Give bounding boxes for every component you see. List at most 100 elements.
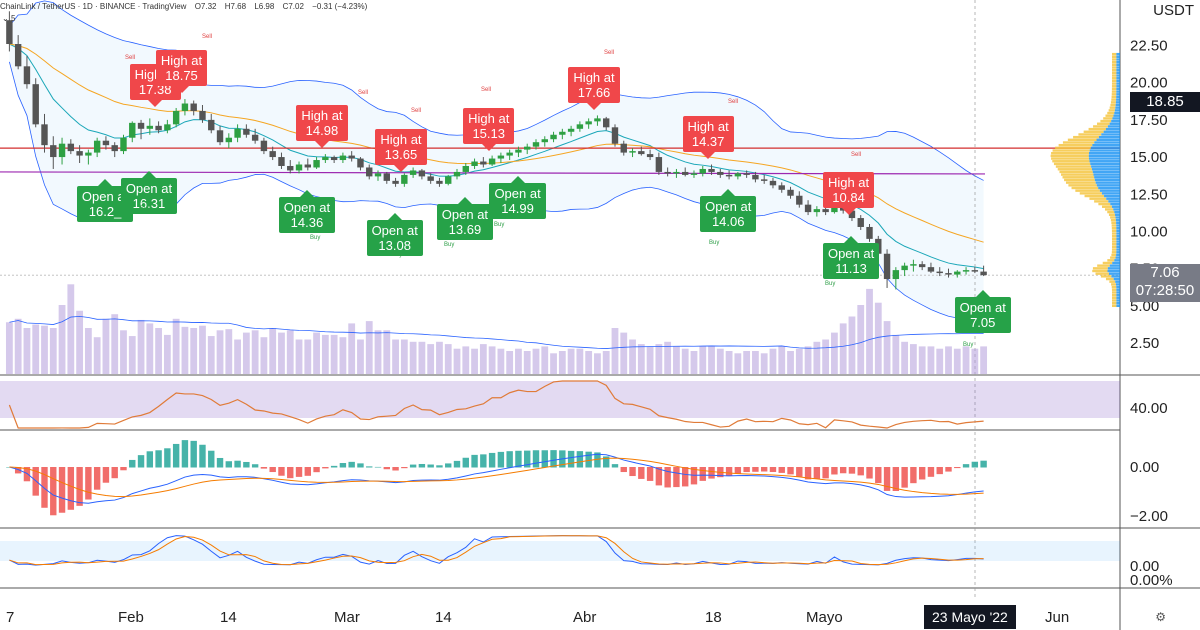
candle-body [734, 173, 742, 177]
volume-bar [409, 341, 417, 374]
macd-histogram-bar [295, 467, 303, 477]
volume-profile-bar [1116, 85, 1120, 88]
macd-histogram-bar [164, 448, 171, 468]
volume-profile-bar [1096, 184, 1120, 187]
volume-bar [690, 351, 698, 374]
volume-bar [883, 321, 891, 374]
candle-body [655, 157, 663, 172]
volume-profile-bar [1111, 63, 1117, 67]
indicator-count-badge[interactable]: ⌄ 5 [2, 14, 16, 23]
volume-profile-bar [1092, 143, 1120, 147]
candle-body [646, 154, 654, 158]
volume-profile-bar [1097, 264, 1110, 267]
macd-histogram-bar [708, 467, 715, 479]
macd-histogram-bar [875, 467, 882, 484]
volume-profile-bar [1111, 87, 1117, 91]
volume-profile-bar [1112, 117, 1120, 120]
macd-histogram-bar [813, 467, 821, 479]
candle-body [32, 84, 39, 125]
sell-marker: Sell [358, 90, 369, 96]
volume-bar [839, 323, 847, 374]
volume-bar [330, 334, 338, 374]
volume-profile-bar [1092, 269, 1108, 273]
candle-body [585, 121, 592, 125]
volume-profile-bar [1116, 90, 1120, 93]
volume-bar [488, 346, 496, 374]
volume-profile-bar [1109, 106, 1116, 109]
macd-signal-line [9, 457, 984, 498]
macd-histogram-bar [278, 467, 285, 476]
volume-bar [629, 339, 636, 374]
candle-body [611, 127, 619, 144]
buy-marker: Buy [709, 240, 720, 246]
macd-histogram-bar [690, 467, 698, 485]
candle-body [339, 155, 347, 161]
volume-bar [5, 322, 13, 374]
price-axis-tick: 2.50 [1130, 335, 1159, 352]
volume-profile-bar [1088, 127, 1106, 131]
high-at-annotation: High at 18.75 [155, 50, 208, 93]
volume-bar [804, 346, 812, 374]
macd-histogram-bar [550, 450, 557, 468]
volume-bar [313, 332, 320, 374]
volume-profile-bar [1111, 245, 1117, 249]
volume-profile-bar [1111, 74, 1117, 77]
volume-profile-bar [1111, 232, 1117, 235]
macd-histogram-bar [480, 454, 487, 468]
macd-histogram-bar [954, 467, 961, 469]
volume-profile-bar [1111, 71, 1117, 75]
volume-profile-bar [1113, 208, 1120, 211]
volume-profile-bar [1111, 229, 1117, 233]
candle-body [14, 44, 22, 67]
sell-marker: Sell [125, 55, 136, 61]
candle-body [813, 209, 821, 213]
candle-body [199, 110, 206, 120]
volume-bar [778, 346, 786, 374]
volume-bar [787, 351, 794, 374]
candle-body [260, 140, 268, 152]
volume-profile-bar [1116, 245, 1120, 249]
candle-body [243, 128, 250, 135]
volume-profile-bar [1111, 253, 1117, 257]
macd-histogram-bar [172, 443, 180, 468]
time-axis-tick: 18 [705, 609, 722, 626]
macd-histogram-bar [585, 451, 592, 468]
macd-histogram-bar [243, 461, 250, 468]
volume-bar [400, 339, 408, 374]
chevron-down-icon: ⌄ [2, 14, 9, 23]
volume-profile-bar [1079, 192, 1102, 195]
macd-histogram-bar [760, 467, 768, 472]
volume-profile-bar [1116, 224, 1120, 227]
volume-profile-bar [1091, 165, 1120, 168]
volume-profile-bar [1064, 178, 1095, 182]
candle-body [383, 173, 390, 181]
macd-histogram-bar [23, 467, 31, 482]
volume-bar [471, 348, 478, 374]
candle-body [857, 218, 864, 227]
buy-marker: Buy [310, 235, 321, 241]
volume-profile-bar [1116, 296, 1120, 299]
candle-body [901, 265, 908, 271]
volume-profile-bar [1095, 272, 1109, 275]
gear-icon[interactable]: ⚙ [1155, 610, 1166, 624]
volume-profile-bar [1115, 218, 1120, 222]
price-axis-tick: 20.00 [1130, 75, 1168, 92]
volume-bar [831, 332, 838, 374]
volume-profile-bar [1053, 162, 1091, 166]
volume-profile-bar [1098, 186, 1120, 190]
macd-histogram-bar [822, 467, 829, 479]
volume-profile-bar [1110, 216, 1116, 219]
volume-bar [909, 344, 917, 374]
volume-profile-bar [1105, 114, 1114, 117]
macd-histogram-bar [137, 455, 145, 468]
macd-histogram-bar [76, 467, 83, 506]
macd-histogram-bar [41, 467, 48, 508]
volume-bar [699, 346, 707, 374]
candle-body [804, 204, 812, 213]
volume-bar [67, 284, 75, 374]
volume-bar [137, 319, 145, 374]
volume-profile-bar [1111, 90, 1117, 93]
volume-profile-bar [1115, 213, 1120, 216]
volume-profile-bar [1116, 248, 1120, 251]
